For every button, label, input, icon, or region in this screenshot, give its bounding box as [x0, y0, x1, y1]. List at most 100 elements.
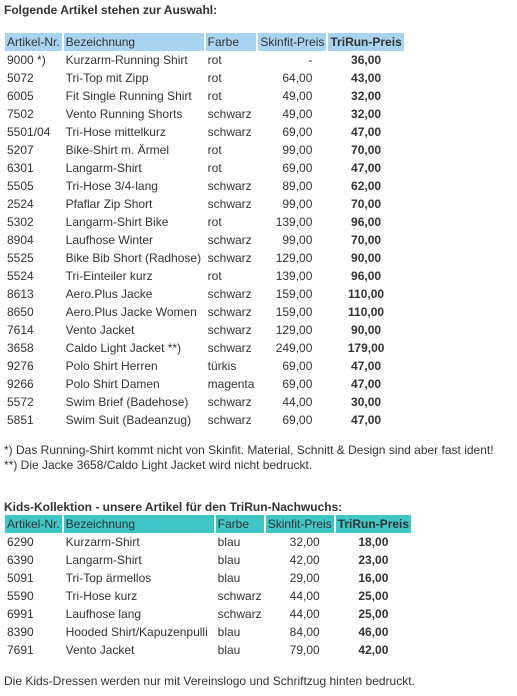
table-cell: 5525 [7, 251, 34, 265]
table-cell: Bike-Shirt m. Ärmel [65, 143, 170, 157]
table-cell: 90,00 [351, 251, 382, 265]
footer-note: Die Kids-Dressen werden nur mit Vereinsl… [4, 674, 415, 688]
table-cell: schwarz [207, 197, 252, 211]
table-cell: 47,00 [351, 161, 382, 175]
table-cell: 69,00 [282, 413, 313, 427]
table-cell: 36,00 [351, 53, 382, 67]
header-cell: TriRun-Preis [335, 515, 412, 533]
table-cell: Tri-Hose kurz [65, 589, 138, 603]
table-cell: rot [207, 53, 222, 67]
table-cell: 5501/04 [7, 125, 51, 139]
table-cell: schwarz [207, 305, 252, 319]
table-cell: 84,00 [289, 625, 320, 639]
table-row: 5501/04 Tri-Hose mittelkurz schwarz 69,00 47… [5, 123, 404, 141]
table-cell: 70,00 [351, 197, 382, 211]
table-cell: schwarz [207, 179, 252, 193]
table-row: 8613 Aero.Plus Jacke schwarz 159,00 110,00 [5, 285, 404, 303]
table-cell: 129,00 [275, 251, 313, 265]
table-cell: 5072 [7, 71, 34, 85]
table-cell: rot [207, 215, 222, 229]
table-cell: Polo Shirt Damen [65, 377, 160, 391]
table-cell: 79,00 [289, 643, 320, 657]
table-cell: 44,00 [289, 607, 320, 621]
table-cell: Laufhose lang [65, 607, 142, 621]
table-cell: 139,00 [275, 269, 313, 283]
table-cell: blau [217, 553, 241, 567]
table-cell: 5302 [7, 215, 34, 229]
table-cell: schwarz [217, 607, 262, 621]
table-cell: 44,00 [282, 395, 313, 409]
table-cell: 2524 [7, 197, 34, 211]
header-cell: Farbe [215, 515, 264, 533]
table-row: 5505 Tri-Hose 3/4-lang schwarz 89,00 62,00 [5, 177, 404, 195]
table-cell: 47,00 [351, 359, 382, 373]
table-cell: 5524 [7, 269, 34, 283]
table-cell: 5207 [7, 143, 34, 157]
table-cell: 9000 *) [7, 53, 46, 67]
table-cell: 69,00 [282, 161, 313, 175]
header-cell: Artikel-Nr. [5, 515, 62, 533]
table-cell: 8613 [7, 287, 34, 301]
table-cell: schwarz [207, 323, 252, 337]
table-cell: 96,00 [351, 215, 382, 229]
table-cell: Polo Shirt Herren [65, 359, 158, 373]
table-cell: magenta [207, 377, 255, 391]
table-cell: blau [217, 535, 241, 549]
table-cell: 99,00 [282, 233, 313, 247]
table-cell: schwarz [207, 107, 252, 121]
table-cell: rot [207, 89, 222, 103]
table-cell: 69,00 [282, 377, 313, 391]
table-cell: blau [217, 625, 241, 639]
footnote: *) Das Running-Shirt kommt nicht von Ski… [4, 443, 494, 457]
table-row: 8904 Laufhose Winter schwarz 99,00 70,00 [5, 231, 404, 249]
table-row: 5302 Langarm-Shirt Bike rot 139,00 96,00 [5, 213, 404, 231]
table-row: 5091 Tri-Top ärmellos blau 29,00 16,00 [5, 569, 411, 587]
table-cell: 110,00 [348, 287, 385, 301]
table-cell: schwarz [207, 395, 252, 409]
table-row: 6390 Langarm-Shirt blau 42,00 23,00 [5, 551, 411, 569]
table-cell: schwarz [217, 589, 262, 603]
table-cell: 32,00 [351, 89, 382, 103]
table-row: 6005 Fit Single Running Shirt rot 49,00 32,0… [5, 87, 404, 105]
table-row: 5572 Swim Brief (Badehose) schwarz 44,00 30,… [5, 393, 404, 411]
table-cell: 8650 [7, 305, 34, 319]
table-cell: 18,00 [358, 535, 389, 549]
table-cell: 5091 [7, 571, 34, 585]
table-cell: rot [207, 269, 222, 283]
table-cell: 89,00 [282, 179, 313, 193]
table-cell: 110,00 [348, 305, 385, 319]
table-cell: 5851 [7, 413, 34, 427]
table-cell: 62,00 [351, 179, 382, 193]
header-cell: Farbe [205, 33, 257, 51]
table-row: 7691 Vento Jacket blau 79,00 42,00 [5, 641, 411, 659]
table-cell: 29,00 [289, 571, 320, 585]
table-cell: 129,00 [275, 323, 313, 337]
kids-table: Artikel-Nr. Bezeichnung Farbe Skinfit-Preis… [3, 515, 413, 659]
table-cell: 9276 [7, 359, 34, 373]
table-cell: Tri-Hose 3/4-lang [65, 179, 158, 193]
table-row: 2524 Pfaflar Zip Short schwarz 99,00 70,00 [5, 195, 404, 213]
table-cell: 5572 [7, 395, 34, 409]
table-cell: blau [217, 571, 241, 585]
table-cell: 5590 [7, 589, 34, 603]
table-cell: Vento Running Shorts [65, 107, 183, 121]
table-row: 5851 Swim Suit (Badeanzug) schwarz 69,00 47,… [5, 411, 404, 429]
footnote: **) Die Jacke 3658/Caldo Light Jacket wi… [4, 458, 313, 472]
table-cell: 139,00 [275, 215, 313, 229]
table-cell: 96,00 [351, 269, 382, 283]
table-cell: Aero.Plus Jacke [65, 287, 153, 301]
table-row: 5207 Bike-Shirt m. Ärmel rot 99,00 70,00 [5, 141, 404, 159]
table-cell: schwarz [207, 233, 252, 247]
table-cell: rot [207, 143, 222, 157]
table-cell: 69,00 [282, 359, 313, 373]
header-cell: Skinfit-Preis [265, 515, 334, 533]
table-cell: schwarz [207, 251, 252, 265]
table-cell: 179,00 [347, 341, 385, 355]
table-cell: 99,00 [282, 143, 313, 157]
table-row: 8390 Hooded Shirt/Kapuzenpulli blau 84,00 46… [5, 623, 411, 641]
table-row: 6991 Laufhose lang schwarz 44,00 25,00 [5, 605, 411, 623]
table-cell: Kurzarm-Running Shirt [65, 53, 188, 67]
table-cell: 69,00 [282, 125, 313, 139]
table-cell: 16,00 [358, 571, 389, 585]
table-cell: Bike Bib Short (Radhose) [65, 251, 202, 265]
